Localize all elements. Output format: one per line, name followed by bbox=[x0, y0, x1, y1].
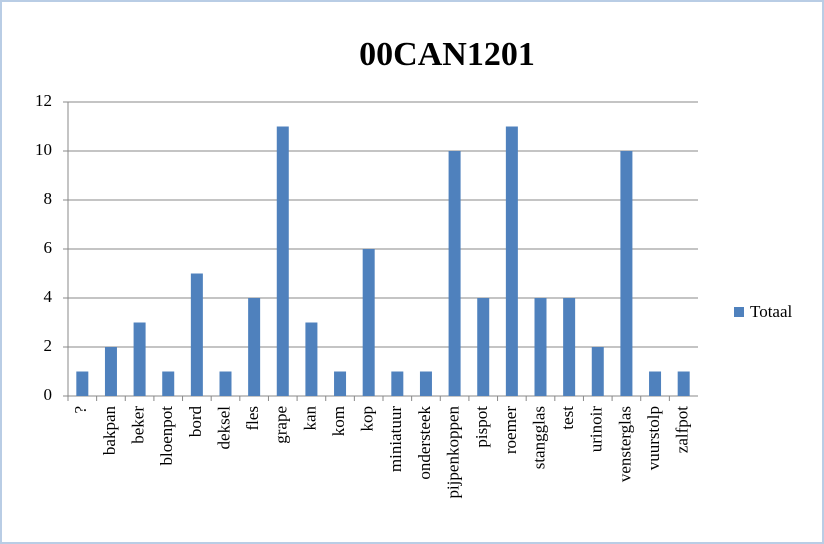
y-tick-label: 10 bbox=[35, 140, 52, 159]
legend-label: Totaal bbox=[750, 302, 793, 321]
x-tick-label: vensterglas bbox=[615, 406, 634, 482]
chart-title: 00CAN1201 bbox=[359, 36, 535, 73]
bar bbox=[591, 347, 604, 396]
bar bbox=[649, 371, 662, 396]
y-tick-label: 12 bbox=[35, 91, 52, 110]
bar bbox=[419, 371, 432, 396]
x-tick-label: pijpenkoppen bbox=[443, 406, 462, 499]
legend-swatch bbox=[734, 307, 744, 317]
x-tick-label: kop bbox=[358, 406, 377, 432]
bar bbox=[391, 371, 404, 396]
x-tick-label: fles bbox=[243, 406, 262, 431]
bar bbox=[620, 151, 633, 396]
x-tick-label: vuurstolp bbox=[644, 406, 663, 470]
bar bbox=[334, 371, 347, 396]
x-tick-label: stangglas bbox=[529, 406, 548, 469]
bar bbox=[477, 298, 490, 396]
y-tick-label: 4 bbox=[44, 287, 53, 306]
y-tick-label: 8 bbox=[44, 189, 53, 208]
bar bbox=[305, 322, 318, 396]
x-tick-label: ondersteek bbox=[415, 406, 434, 480]
bar bbox=[190, 273, 203, 396]
x-tick-label: test bbox=[558, 406, 577, 430]
bar bbox=[563, 298, 576, 396]
x-tick-label: urinoir bbox=[587, 406, 606, 453]
x-tick-label: miniatuur bbox=[386, 406, 405, 472]
bar bbox=[104, 347, 117, 396]
y-tick-label: 0 bbox=[44, 385, 53, 404]
bar bbox=[219, 371, 232, 396]
x-tick-label: grape bbox=[272, 406, 291, 444]
x-tick-label: roemer bbox=[501, 406, 520, 454]
x-tick-label: kom bbox=[329, 406, 348, 436]
x-tick-label: kan bbox=[300, 406, 319, 431]
bar bbox=[677, 371, 690, 396]
bar bbox=[162, 371, 175, 396]
bar bbox=[248, 298, 261, 396]
x-tick-label: beker bbox=[128, 406, 147, 444]
x-tick-label: bloenpot bbox=[157, 406, 176, 466]
bar bbox=[76, 371, 89, 396]
bar bbox=[133, 322, 146, 396]
x-tick-label: bakpan bbox=[100, 406, 119, 456]
bar bbox=[505, 126, 518, 396]
y-tick-label: 6 bbox=[44, 238, 53, 257]
bar bbox=[534, 298, 547, 396]
x-tick-label: deksel bbox=[214, 406, 233, 450]
bar bbox=[362, 249, 375, 396]
x-tick-label: zalfpot bbox=[673, 406, 692, 453]
y-tick-label: 2 bbox=[44, 336, 53, 355]
bar bbox=[276, 126, 289, 396]
x-tick-label: ? bbox=[71, 406, 90, 414]
bar bbox=[448, 151, 461, 396]
x-tick-label: bord bbox=[186, 406, 205, 438]
x-tick-label: pispot bbox=[472, 406, 491, 448]
